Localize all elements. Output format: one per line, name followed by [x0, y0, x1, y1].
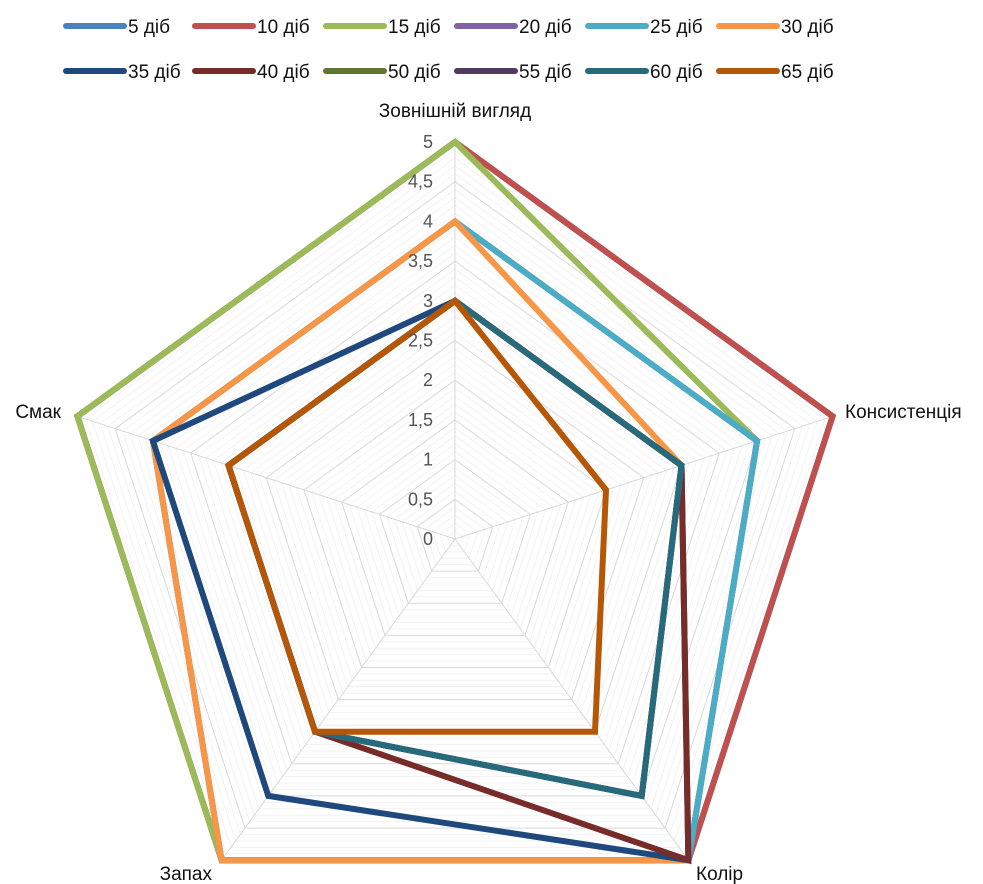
tick-label: 3: [423, 291, 433, 311]
minor-grid-ring: [160, 228, 750, 790]
legend-label: 25 діб: [650, 17, 703, 38]
tick-label: 1,5: [408, 410, 433, 430]
minor-grid-ring: [243, 316, 667, 720]
series-line-12: [224, 296, 610, 735]
minor-grid-ring: [394, 475, 516, 591]
tick-label: 2,5: [408, 331, 433, 351]
minor-grid-ring: [401, 482, 509, 585]
legend-item: 30 діб: [716, 17, 834, 38]
major-grid-ring: [265, 339, 645, 701]
radial-tick-labels: 0 0,5 1 1,5 2 2,5 3 3,5 4 4,5 5: [408, 132, 433, 549]
minor-grid-ring: [446, 530, 464, 546]
legend-item: 10 діб: [192, 17, 310, 38]
minor-grid-ring: [363, 443, 547, 617]
legend-label: 55 діб: [519, 62, 572, 83]
legend-item: 25 діб: [585, 17, 703, 38]
legend-item: 65 діб: [716, 62, 834, 83]
legend-item: 20 діб: [454, 17, 572, 38]
series-line-6: [149, 217, 692, 864]
major-grid-ring: [378, 458, 532, 604]
legend-item: 40 діб: [192, 62, 310, 83]
axis-spoke: [77, 415, 456, 540]
major-grid-ring: [303, 379, 607, 668]
legend-label: 5 діб: [128, 17, 170, 38]
minor-grid-ring: [273, 347, 637, 694]
axis-label-5: Смак: [15, 402, 61, 423]
axis-label-4: Запах: [160, 864, 213, 884]
legend-label: 10 діб: [257, 17, 310, 38]
minor-grid-ring: [424, 506, 486, 566]
minor-grid-ring: [137, 205, 773, 810]
axis-label-2: Консистенція: [845, 402, 962, 423]
axis-spoke: [454, 538, 689, 861]
minor-grid-ring: [175, 244, 735, 778]
minor-grid-ring: [386, 467, 524, 598]
minor-grid-ring: [409, 490, 501, 578]
tick-label: 5: [423, 132, 433, 152]
legend-item: 15 діб: [323, 17, 441, 38]
series-layer: [73, 138, 837, 865]
major-grid-ring: [416, 498, 494, 572]
legend-item: 55 діб: [454, 62, 572, 83]
legend-label: 50 діб: [388, 62, 441, 83]
minor-grid-ring: [439, 522, 471, 553]
tick-label: 4: [423, 211, 433, 231]
legend-label: 30 діб: [781, 17, 834, 38]
legend-label: 60 діб: [650, 62, 703, 83]
legend-label: 40 діб: [257, 62, 310, 83]
minor-grid-ring: [280, 355, 630, 688]
legend-item: 60 діб: [585, 62, 703, 83]
minor-grid-ring: [311, 387, 599, 662]
minor-grid-ring: [288, 363, 622, 681]
minor-grid-ring: [326, 403, 584, 649]
minor-grid-ring: [333, 411, 577, 643]
axis-label-1: Зовнішній вигляд: [379, 101, 531, 122]
minor-grid-ring: [356, 435, 554, 623]
minor-grid-ring: [99, 165, 811, 842]
tick-label: 1: [423, 450, 433, 470]
minor-grid-ring: [431, 514, 479, 559]
series-line-8: [224, 297, 692, 865]
legend-label: 15 діб: [388, 17, 441, 38]
legend-label: 20 діб: [519, 17, 572, 38]
legend-item: 5 діб: [63, 17, 170, 38]
minor-grid-ring: [318, 395, 592, 655]
tick-label: 2: [423, 370, 433, 390]
axis-labels: Зовнішній вигляд Консистенція Колір Запах См…: [15, 101, 961, 884]
legend-label: 35 діб: [128, 62, 181, 83]
minor-grid-ring: [129, 197, 781, 816]
tick-label: 0,5: [408, 489, 433, 509]
minor-grid-ring: [205, 276, 705, 752]
major-grid-ring: [190, 260, 720, 765]
minor-grid-ring: [250, 324, 660, 713]
axis-label-3: Колір: [696, 864, 743, 884]
minor-grid-ring: [371, 451, 539, 611]
minor-grid-ring: [182, 252, 728, 771]
minor-grid-ring: [212, 284, 698, 745]
minor-grid-ring: [348, 427, 562, 630]
tick-label: 4,5: [408, 172, 433, 192]
minor-grid-ring: [258, 332, 652, 707]
radar-grid: [76, 141, 834, 861]
legend-label: 65 діб: [781, 62, 834, 83]
axis-spoke: [221, 538, 456, 861]
legend: 5 діб 10 діб 15 діб 20 діб 25 діб 30 діб 35 ді…: [63, 17, 834, 83]
minor-grid-ring: [107, 173, 803, 835]
tick-label: 3,5: [408, 251, 433, 271]
major-grid-ring: [341, 419, 569, 636]
legend-item: 35 діб: [63, 62, 181, 83]
tick-label: 0: [423, 529, 433, 549]
legend-item: 50 діб: [323, 62, 441, 83]
major-grid-ring: [114, 181, 796, 829]
minor-grid-ring: [84, 149, 826, 855]
minor-grid-ring: [235, 308, 675, 726]
axis-spoke: [454, 415, 833, 540]
minor-grid-ring: [92, 157, 818, 848]
